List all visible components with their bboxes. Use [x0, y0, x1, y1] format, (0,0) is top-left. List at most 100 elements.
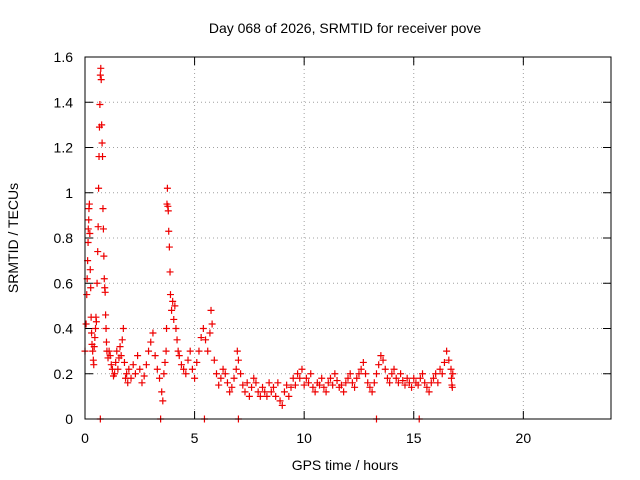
data-point [375, 361, 383, 369]
data-point [419, 370, 427, 378]
data-point [206, 329, 214, 337]
data-point [98, 121, 106, 129]
data-point [136, 365, 144, 373]
data-point [83, 291, 91, 299]
data-point [416, 374, 424, 382]
data-point [92, 325, 100, 332]
data-point [381, 365, 389, 373]
x-tick-label: 15 [406, 430, 422, 446]
data-point [97, 64, 105, 72]
data-point [188, 365, 196, 373]
data-point [95, 184, 103, 192]
data-point [333, 377, 341, 385]
y-tick-label: 0 [65, 411, 73, 427]
data-point [318, 374, 326, 382]
y-tick-label: 0.4 [54, 321, 74, 337]
data-point [85, 200, 93, 208]
data-point [90, 361, 98, 369]
data-point [340, 388, 348, 396]
data-point [219, 365, 227, 373]
data-point [427, 379, 435, 387]
data-point [159, 397, 167, 405]
data-point [199, 325, 207, 332]
data-point [230, 374, 238, 382]
data-point [305, 379, 313, 387]
data-point [134, 352, 142, 360]
data-point [86, 266, 94, 274]
data-point [172, 325, 180, 332]
data-point [410, 374, 418, 382]
data-point [425, 388, 433, 396]
y-tick-label: 0.2 [54, 366, 74, 382]
data-point [97, 76, 105, 84]
data-point [116, 343, 124, 351]
data-point [403, 374, 411, 382]
data-point [166, 291, 174, 299]
data-point [114, 365, 122, 373]
y-tick-label: 1.2 [54, 140, 74, 156]
data-point [291, 381, 299, 389]
data-point [138, 379, 146, 387]
data-point [250, 374, 258, 382]
data-point [346, 370, 354, 378]
data-point [261, 388, 269, 396]
data-point [87, 284, 95, 292]
data-point [408, 383, 416, 391]
data-point [364, 379, 372, 387]
data-point [223, 379, 231, 387]
data-point [142, 361, 150, 369]
data-point [96, 101, 104, 109]
data-point [265, 379, 273, 387]
data-point [278, 401, 286, 409]
data-point [202, 336, 210, 344]
data-point [184, 356, 192, 364]
data-point [164, 207, 172, 215]
data-point [82, 320, 90, 328]
data-point [353, 374, 361, 382]
data-point [399, 377, 407, 385]
data-point [127, 374, 135, 382]
data-point [421, 379, 429, 387]
data-point [274, 379, 282, 387]
data-point [392, 374, 400, 382]
data-point [99, 153, 107, 161]
data-point [93, 279, 101, 287]
data-point [237, 370, 245, 378]
data-point [432, 370, 440, 378]
data-point [118, 336, 126, 344]
plot-frame [84, 56, 612, 420]
y-tick-label: 0.8 [54, 230, 74, 246]
data-point [98, 139, 106, 147]
data-point [210, 356, 218, 364]
data-point [161, 358, 169, 366]
data-point [149, 329, 157, 337]
x-tick-label: 20 [516, 430, 532, 446]
data-point [94, 223, 102, 231]
data-point [294, 370, 302, 378]
data-point [163, 325, 171, 332]
data-point [156, 374, 164, 382]
data-point [111, 370, 119, 378]
data-point [140, 372, 148, 380]
data-point [405, 379, 413, 387]
grid-lines [85, 57, 611, 419]
data-point [113, 347, 121, 355]
data-point [309, 383, 317, 391]
data-point [440, 358, 448, 366]
data-point [438, 370, 446, 378]
data-point [259, 383, 267, 391]
data-point [342, 379, 350, 387]
data-point [165, 227, 173, 235]
data-point [191, 374, 199, 382]
data-point [158, 388, 166, 396]
data-point [256, 392, 264, 400]
data-point [267, 388, 275, 396]
data-point [287, 383, 295, 391]
data-point [368, 388, 376, 396]
data-point [208, 320, 216, 328]
data-point [173, 336, 181, 344]
data-point [366, 383, 374, 391]
data-point [100, 252, 108, 260]
data-point [94, 248, 102, 256]
data-point [221, 370, 229, 378]
